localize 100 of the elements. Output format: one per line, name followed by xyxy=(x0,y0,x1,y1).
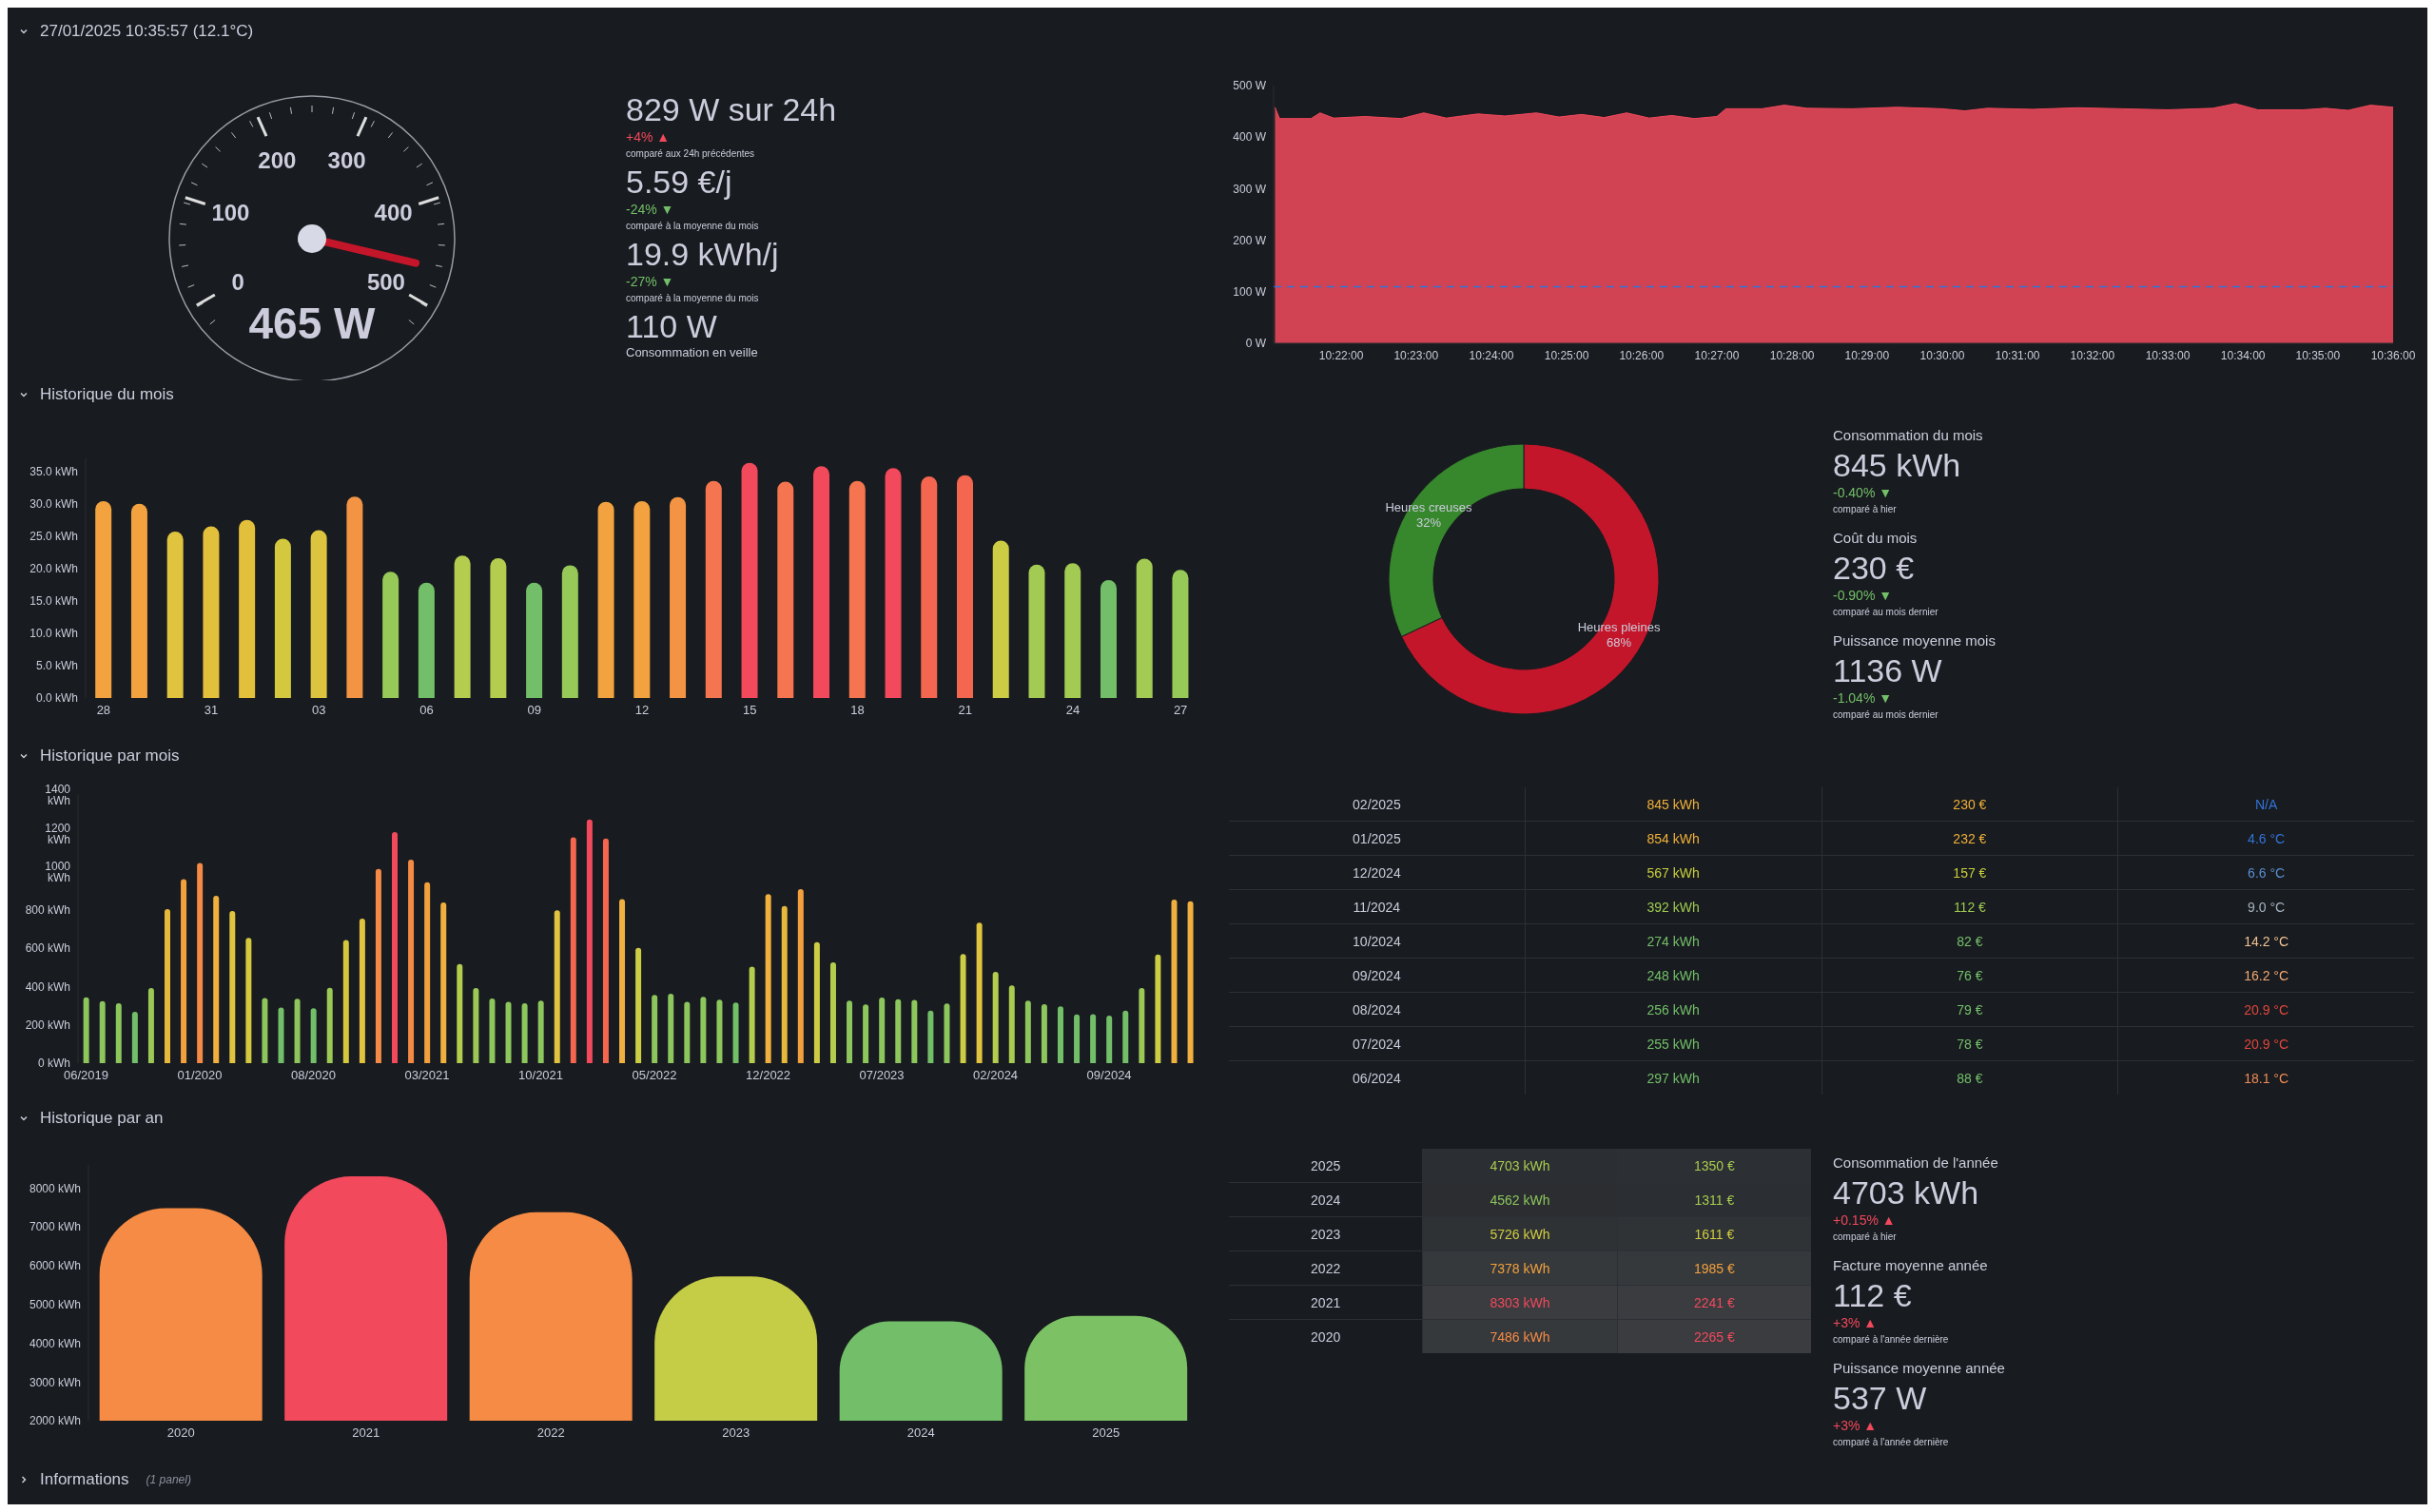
bar xyxy=(619,899,626,1063)
bar xyxy=(274,538,291,698)
bar xyxy=(992,540,1009,698)
y-tick-label: 1400 kWh xyxy=(45,783,71,808)
x-tick-label: 10:25:00 xyxy=(1544,348,1589,362)
bar xyxy=(960,954,966,1063)
bar xyxy=(976,922,983,1063)
x-tick-label: 10/2021 xyxy=(518,1068,564,1083)
y-tick-label: 4000 kWh xyxy=(29,1336,81,1350)
bar xyxy=(749,966,755,1063)
text: 20.9 °C xyxy=(2244,1001,2289,1018)
text: 230 € xyxy=(1833,549,1916,588)
y-tick-label: 35.0 kWh xyxy=(29,464,78,478)
x-tick-label: 10:28:00 xyxy=(1769,348,1815,362)
x-tick-label: 07/2023 xyxy=(859,1068,905,1083)
text: Puissance moyenne année xyxy=(1833,1359,2006,1378)
text: 112 € xyxy=(1833,1276,1913,1315)
bar xyxy=(716,999,723,1063)
text: 100 xyxy=(211,199,250,225)
x-tick-label: 10:33:00 xyxy=(2145,348,2191,362)
x-tick-label: 10:23:00 xyxy=(1393,348,1439,362)
text: 110 W xyxy=(626,307,718,345)
bar xyxy=(1136,558,1153,698)
x-tick-label: 10:30:00 xyxy=(1919,348,1965,362)
x-tick-label: 2023 xyxy=(722,1425,750,1441)
data-label: 1985 € xyxy=(1617,1250,1811,1286)
x-tick-label: 12 xyxy=(634,703,650,718)
text: Informations xyxy=(40,1470,129,1489)
y-tick-label: 2020 xyxy=(1229,1319,1423,1353)
bar xyxy=(927,1010,934,1063)
text: -0.90% ▼ xyxy=(1833,588,1894,604)
text: -1.04% ▼ xyxy=(1833,690,1894,707)
bar xyxy=(957,475,973,698)
bar xyxy=(705,480,722,698)
text: 18.1 °C xyxy=(2244,1070,2289,1086)
text: comparé à hier xyxy=(1833,1231,1898,1244)
bar xyxy=(505,1001,512,1063)
y-tick-label: 5000 kWh xyxy=(29,1297,81,1311)
y-tick-label: 7000 kWh xyxy=(29,1220,81,1234)
y-tick-label: 10.0 kWh xyxy=(29,627,78,641)
x-tick-label: 2021 xyxy=(352,1425,380,1441)
y-tick-label: 2023 xyxy=(1229,1216,1423,1251)
text: +3% ▲ xyxy=(1833,1418,1879,1434)
bar xyxy=(342,940,349,1063)
bar xyxy=(700,997,707,1063)
x-tick-label: 10:36:00 xyxy=(2370,348,2416,362)
bar xyxy=(181,879,187,1063)
text: 6.6 °C xyxy=(2248,864,2286,881)
bar xyxy=(921,476,938,698)
x-tick-label: 31 xyxy=(204,703,219,718)
x-tick-label: 10:29:00 xyxy=(1844,348,1890,362)
text: comparé à l'année dernière xyxy=(1833,1333,1950,1347)
text: -27% ▼ xyxy=(626,273,675,290)
bar xyxy=(382,572,399,698)
text: 300 xyxy=(327,147,366,174)
x-tick-label: 08/2020 xyxy=(291,1068,337,1083)
x-tick-label: 28 xyxy=(96,703,111,718)
bar xyxy=(847,1000,853,1063)
chart-title: Historique par mois xyxy=(40,746,180,766)
bar xyxy=(245,938,252,1063)
bar xyxy=(1090,1014,1097,1063)
bar xyxy=(1100,580,1117,698)
x-tick-label: 2020 xyxy=(166,1425,195,1441)
text: 9.0 °C xyxy=(2248,899,2286,915)
text: 78 € xyxy=(1957,1036,1983,1052)
bar xyxy=(597,501,614,698)
bar xyxy=(521,1002,528,1063)
y-tick-label: 8000 kWh xyxy=(29,1181,81,1195)
bar xyxy=(489,998,496,1063)
data-label: 2241 € xyxy=(1617,1285,1811,1320)
y-tick-label: 3000 kWh xyxy=(29,1375,81,1389)
bar xyxy=(992,972,999,1063)
text: Puissance moyenne mois xyxy=(1833,631,1997,650)
bar xyxy=(165,909,170,1063)
x-tick-label: 2025 xyxy=(1092,1425,1120,1441)
text: comparé à la moyenne du mois xyxy=(626,220,760,233)
x-tick-label: 01/2020 xyxy=(177,1068,223,1083)
y-tick-label: 2022 xyxy=(1229,1250,1423,1286)
text: Consommation de l'année xyxy=(1833,1153,1999,1173)
bar xyxy=(554,910,560,1063)
x-tick-label: 10:22:00 xyxy=(1318,348,1364,362)
bar xyxy=(130,503,147,698)
text: comparé au mois dernier xyxy=(1833,606,1939,619)
data-label: 32% xyxy=(1415,514,1442,530)
text: 0 xyxy=(231,268,244,295)
bar xyxy=(346,496,363,698)
x-tick-label: 24 xyxy=(1065,703,1081,718)
bar xyxy=(1024,1000,1031,1063)
y-tick-label: 200 kWh xyxy=(25,1018,70,1032)
x-tick-label: 10:24:00 xyxy=(1469,348,1514,362)
bar xyxy=(944,1003,950,1063)
bar xyxy=(473,988,479,1063)
text: comparé à hier xyxy=(1833,503,1898,516)
x-tick-label: 21 xyxy=(958,703,972,718)
bar xyxy=(537,1000,544,1063)
text: 112 € xyxy=(1953,899,1986,915)
text: +0.15% ▲ xyxy=(1833,1212,1897,1229)
bar xyxy=(99,1000,106,1063)
bar xyxy=(668,994,674,1063)
bar xyxy=(310,1008,317,1063)
